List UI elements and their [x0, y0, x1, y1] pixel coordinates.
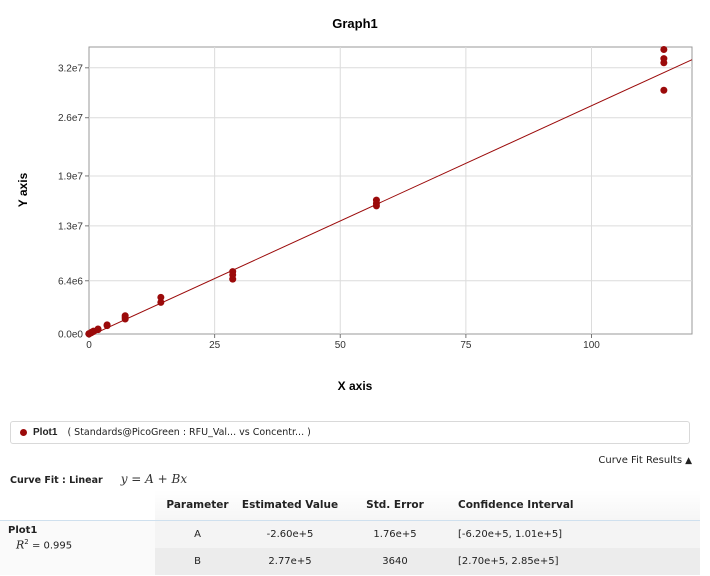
y-tick-label: 3.2e7	[58, 63, 83, 74]
data-point	[660, 86, 668, 94]
curve-fit-header: Curve Fit : Linear y = A + Bx	[10, 472, 187, 486]
legend[interactable]: Plot1 ( Standards@PicoGreen : RFU_Val...…	[10, 421, 690, 444]
curve-fit-results-label: Curve Fit Results	[598, 455, 683, 466]
param-ci: [-6.20e+5, 1.01e+5]	[450, 520, 700, 548]
y-tick-label: 2.6e7	[58, 113, 83, 124]
r-squared: R2 = 0.995	[16, 538, 73, 552]
plot-info-cell: Plot1 R2 = 0.995	[0, 520, 155, 575]
scatter-chart: Graph1 0.0e0 6.4e6 1.3e7 1.9e7 2.6e7 3.2e7 0 2…	[16, 16, 693, 393]
fit-line-group	[88, 59, 693, 337]
curve-fit-results-toggle[interactable]: Curve Fit Results ▲	[598, 455, 692, 466]
param-name: A	[155, 520, 240, 548]
data-points	[85, 45, 668, 338]
param-error: 3640	[340, 548, 450, 575]
data-point	[94, 325, 102, 333]
param-value: 2.77e+5	[240, 548, 340, 575]
y-axis-label: Y axis	[16, 172, 30, 207]
plot-area	[88, 46, 693, 335]
table-plot-name: Plot1	[8, 525, 38, 536]
data-point	[660, 45, 668, 53]
data-point	[103, 321, 111, 329]
y-tick-label: 0.0e0	[58, 330, 83, 341]
x-axis-ticks: 0 25 50 75 100	[86, 334, 600, 351]
legend-description: ( Standards@PicoGreen : RFU_Val... vs Co…	[67, 427, 311, 438]
x-tick-label: 50	[335, 340, 347, 351]
x-tick-label: 75	[460, 340, 472, 351]
y-tick-label: 6.4e6	[58, 276, 83, 287]
table-row: B 2.77e+5 3640 [2.70e+5, 2.85e+5]	[0, 548, 700, 575]
param-error: 1.76e+5	[340, 520, 450, 548]
r-squared-value: = 0.995	[31, 540, 73, 552]
y-axis-ticks: 0.0e0 6.4e6 1.3e7 1.9e7 2.6e7 3.2e7	[58, 63, 89, 341]
fit-line	[88, 59, 693, 337]
data-point	[372, 196, 380, 204]
header-confidence-interval: Confidence Interval	[450, 490, 700, 521]
fit-results-table: Parameter Estimated Value Std. Error Con…	[0, 490, 700, 575]
triangle-up-icon: ▲	[685, 456, 692, 466]
curve-fit-label: Curve Fit : Linear	[10, 475, 103, 486]
fit-equation: y = A + Bx	[120, 472, 188, 486]
data-point	[660, 55, 668, 63]
param-value: -2.60e+5	[240, 520, 340, 548]
y-tick-label: 1.3e7	[58, 221, 83, 232]
x-tick-label: 25	[209, 340, 221, 351]
x-tick-label: 0	[86, 340, 92, 351]
legend-plot-name: Plot1	[33, 427, 58, 438]
header-parameter: Parameter	[155, 490, 240, 521]
header-blank	[0, 490, 155, 521]
x-axis-label: X axis	[338, 379, 373, 393]
chart-title: Graph1	[332, 16, 378, 31]
table-header-row: Parameter Estimated Value Std. Error Con…	[0, 490, 700, 521]
param-ci: [2.70e+5, 2.85e+5]	[450, 548, 700, 575]
legend-marker	[20, 429, 27, 436]
table-row: Plot1 R2 = 0.995 A -2.60e+5 1.76e+5 [-6.…	[0, 520, 700, 575]
data-point	[229, 268, 237, 276]
x-tick-label: 100	[583, 340, 600, 351]
header-std-error: Std. Error	[340, 490, 450, 521]
param-name: B	[155, 548, 240, 575]
grid-lines	[89, 47, 692, 334]
header-estimated-value: Estimated Value	[240, 490, 340, 521]
data-point	[121, 312, 129, 320]
y-tick-label: 1.9e7	[58, 171, 83, 182]
data-point	[157, 293, 165, 301]
data-point	[157, 298, 165, 306]
